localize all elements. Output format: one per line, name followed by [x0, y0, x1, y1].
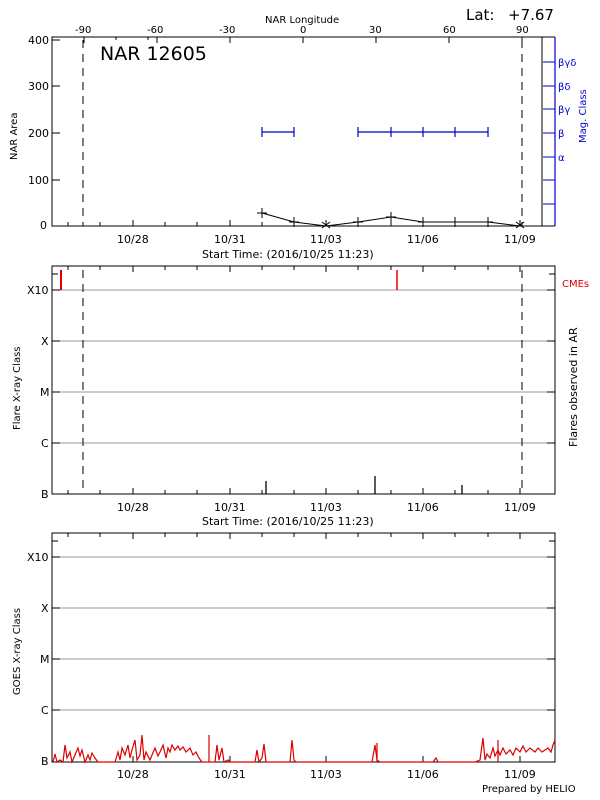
lat-value: +7.67	[508, 6, 554, 24]
svg-text:B: B	[41, 488, 49, 501]
svg-text:B: B	[41, 755, 49, 768]
nar-area-series	[257, 208, 525, 229]
svg-text:M: M	[40, 386, 50, 399]
xray-axis-3: X10 X M C B	[27, 551, 50, 768]
svg-text:βγδ: βγδ	[558, 58, 576, 69]
flares-in-ar-label: Flares observed in AR	[567, 327, 580, 447]
svg-text:90: 90	[516, 25, 529, 36]
svg-text:10/28: 10/28	[117, 768, 149, 781]
area-axis: 400 300 200 100 0	[28, 34, 49, 232]
mag-class-series	[261, 127, 489, 137]
svg-text:0: 0	[300, 25, 306, 36]
nar-area-label: NAR Area	[9, 113, 20, 160]
svg-text:C: C	[41, 437, 49, 450]
svg-text:C: C	[41, 704, 49, 717]
svg-text:11/03: 11/03	[310, 233, 342, 246]
mag-class-label: Mag. Class	[578, 89, 589, 143]
svg-text:-90: -90	[75, 25, 91, 36]
svg-text:β: β	[558, 129, 564, 140]
svg-text:400: 400	[28, 34, 49, 47]
svg-text:X: X	[41, 602, 49, 615]
date-axis-3: 10/28 10/31 11/03 11/06 11/09	[117, 768, 536, 781]
svg-text:10/28: 10/28	[117, 233, 149, 246]
panel-flares: X10 X M C B Flare X-ray Class Flares obs…	[12, 265, 589, 528]
panel-nar-area: βγδ βδ βγ β α Mag. Class 400 300 200 100…	[9, 34, 589, 261]
svg-text:βδ: βδ	[558, 82, 571, 93]
svg-text:X: X	[41, 335, 49, 348]
svg-text:100: 100	[28, 174, 49, 187]
svg-text:10/31: 10/31	[214, 501, 246, 514]
panel-goes: X10 X M C B GOES X-ray Class 10/28 10/31…	[12, 532, 576, 795]
svg-text:11/03: 11/03	[310, 501, 342, 514]
svg-text:X10: X10	[27, 551, 49, 564]
svg-text:10/31: 10/31	[214, 768, 246, 781]
goes-class-label: GOES X-ray Class	[12, 608, 23, 695]
svg-text:X10: X10	[27, 284, 49, 297]
svg-text:11/06: 11/06	[407, 768, 439, 781]
svg-text:11/06: 11/06	[407, 501, 439, 514]
flare-bars	[265, 476, 463, 494]
svg-text:11/06: 11/06	[407, 233, 439, 246]
svg-text:βγ: βγ	[558, 105, 570, 116]
svg-text:60: 60	[443, 25, 456, 36]
prepared-by-credit: Prepared by HELIO	[482, 784, 576, 795]
date-axis-2: 10/28 10/31 11/03 11/06 11/09	[117, 501, 536, 514]
start-time-label-2: Start Time: (2016/10/25 11:23)	[202, 515, 374, 528]
xray-axis-2: X10 X M C B	[27, 284, 50, 501]
svg-text:11/09: 11/09	[504, 233, 536, 246]
svg-text:M: M	[40, 653, 50, 666]
start-time-label-1: Start Time: (2016/10/25 11:23)	[202, 248, 374, 261]
goes-flux-series	[52, 734, 556, 765]
mag-class-axis: βγδ βδ βγ β α	[558, 58, 576, 164]
svg-text:10/28: 10/28	[117, 501, 149, 514]
nar-longitude-label: NAR Longitude	[265, 15, 339, 26]
svg-text:11/09: 11/09	[504, 501, 536, 514]
svg-text:11/09: 11/09	[504, 768, 536, 781]
svg-text:300: 300	[28, 80, 49, 93]
svg-text:11/03: 11/03	[310, 768, 342, 781]
nar-title: NAR 12605	[100, 43, 207, 65]
cmes-legend: CMEs	[562, 279, 589, 290]
date-axis-1: 10/28 10/31 11/03 11/06 11/09	[117, 233, 536, 246]
svg-text:200: 200	[28, 127, 49, 140]
lat-label: Lat:	[466, 6, 494, 24]
svg-text:0: 0	[40, 219, 47, 232]
svg-text:10/31: 10/31	[214, 233, 246, 246]
svg-text:30: 30	[369, 25, 382, 36]
svg-text:α: α	[558, 153, 565, 164]
svg-text:-30: -30	[219, 25, 235, 36]
svg-text:-60: -60	[147, 25, 163, 36]
cme-markers	[60, 270, 398, 290]
top-longitude-axis: -90 -60 -30 0 30 60 90	[75, 25, 529, 36]
flare-class-label: Flare X-ray Class	[12, 347, 23, 431]
